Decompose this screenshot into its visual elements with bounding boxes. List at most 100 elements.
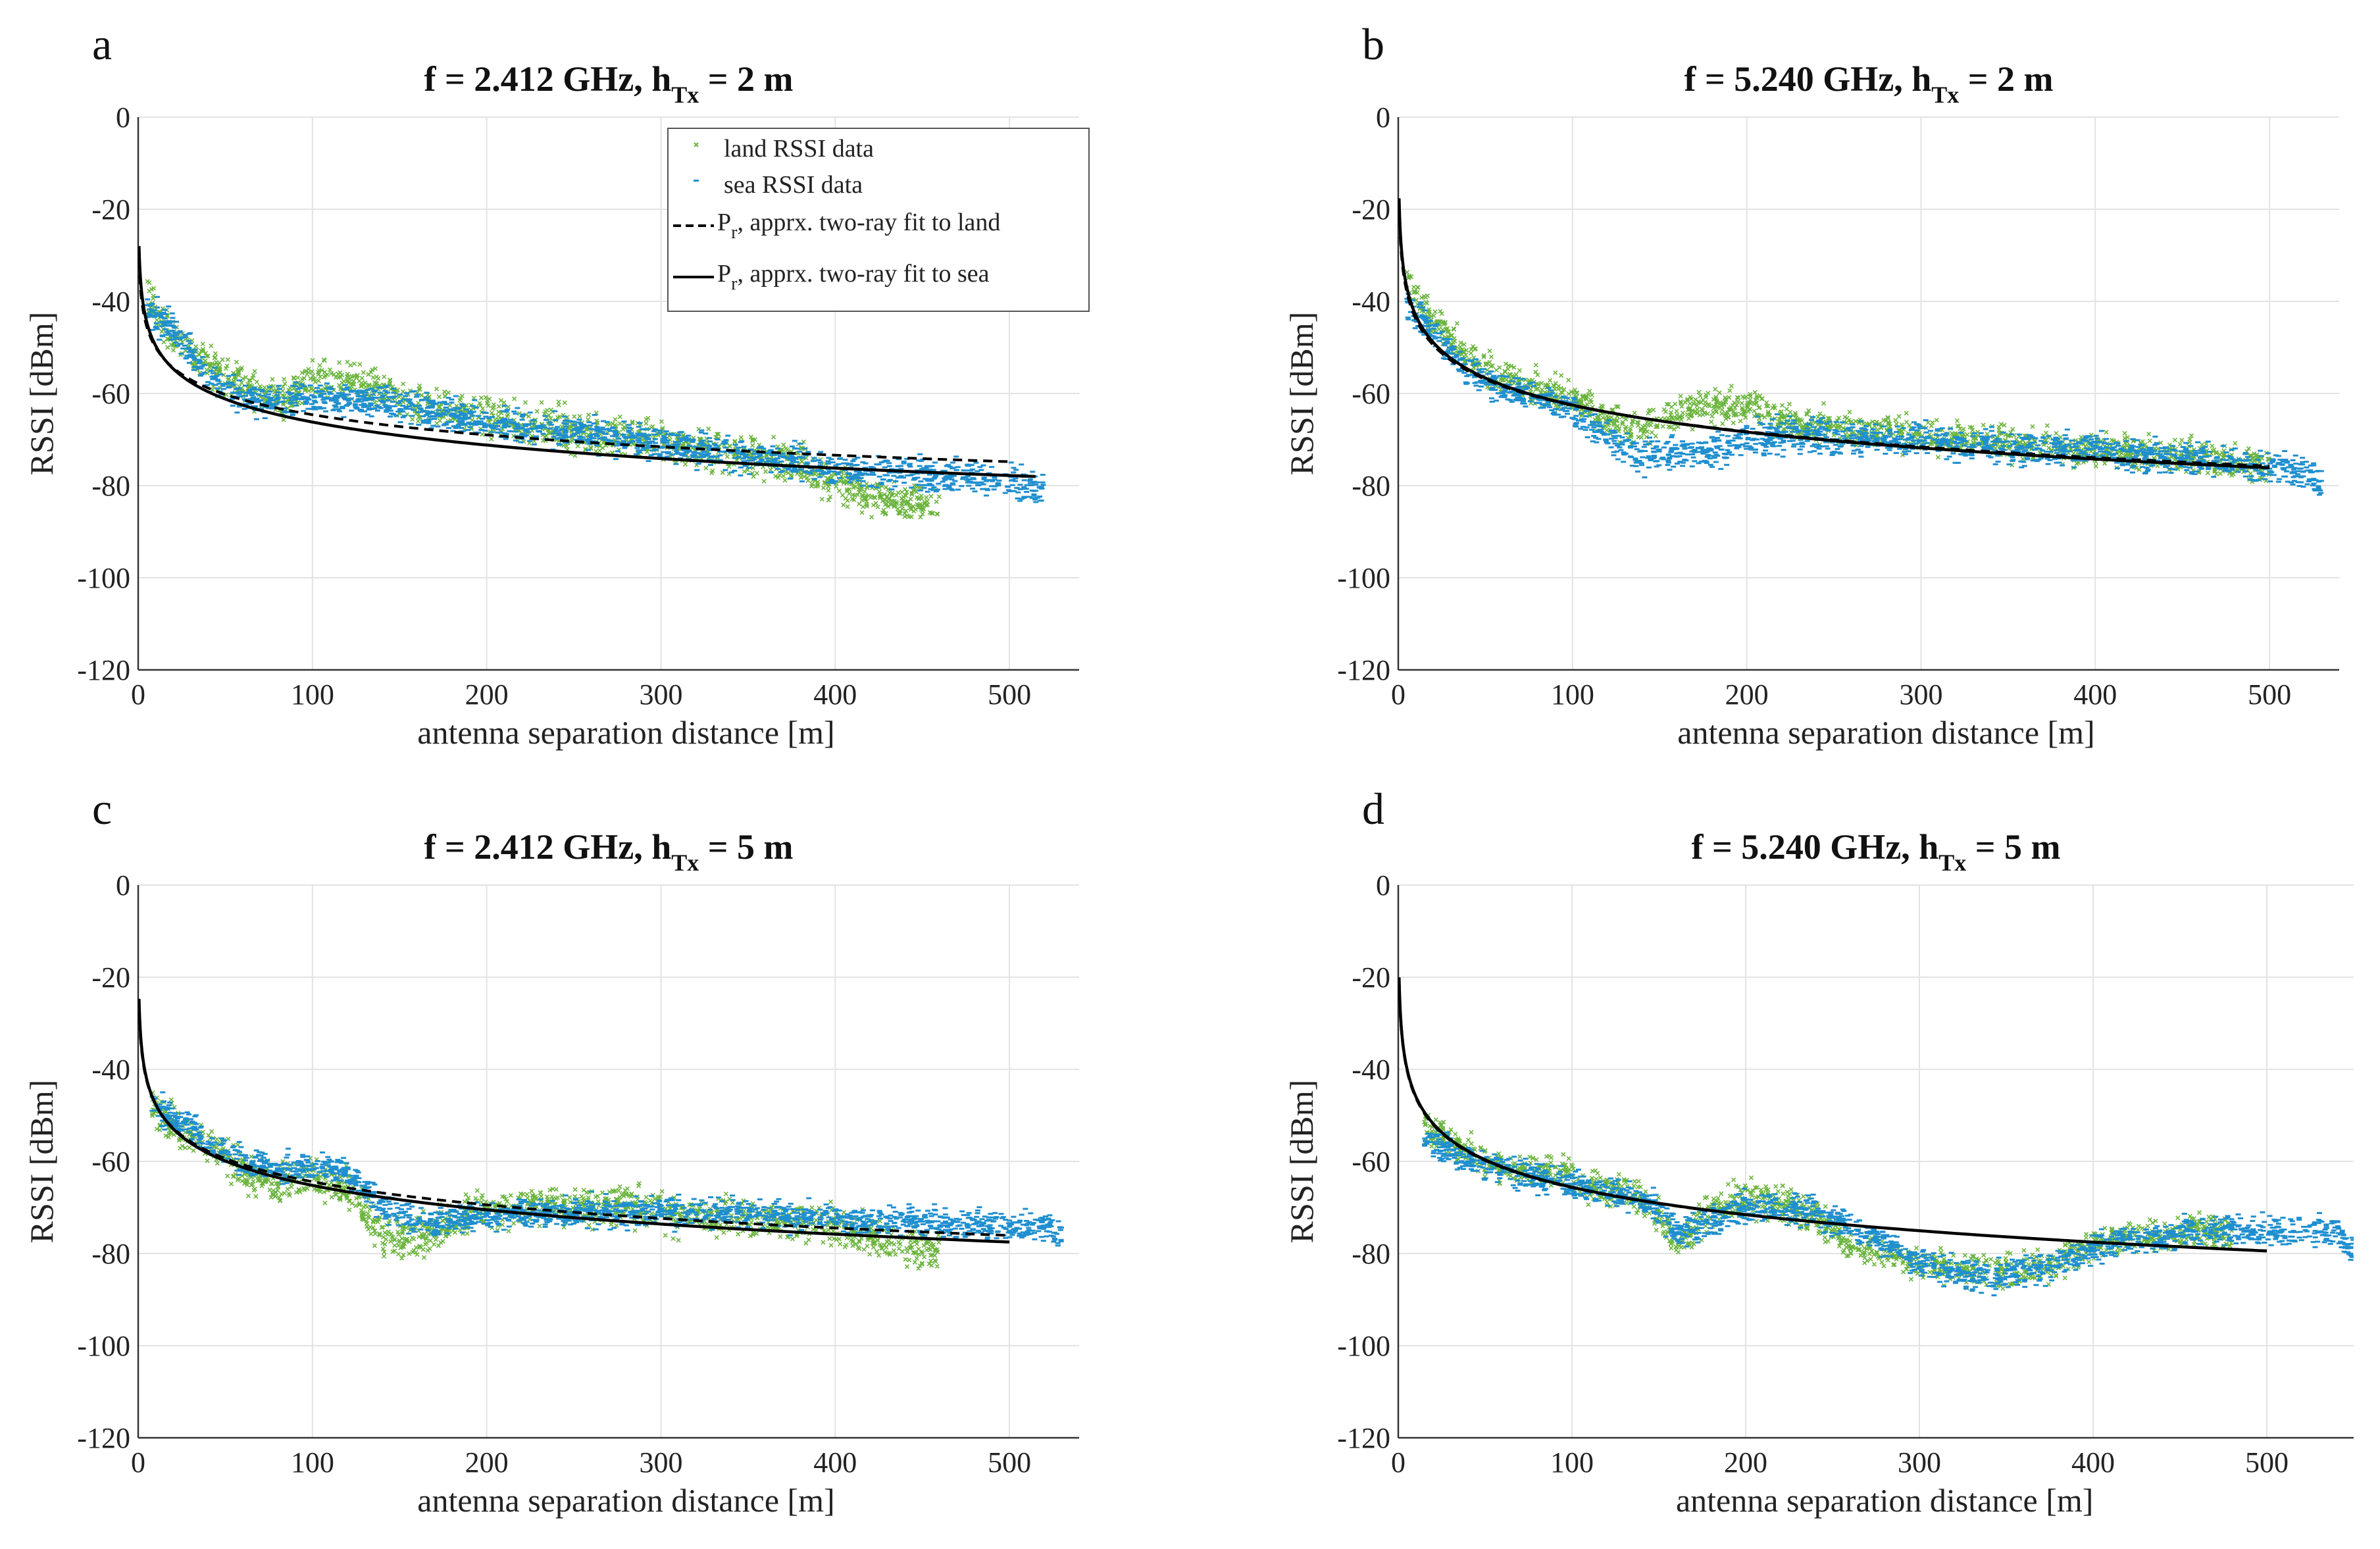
- land-data-point: [772, 435, 776, 439]
- land-data-point: [1588, 389, 1592, 393]
- land-rssi-series: [145, 280, 941, 519]
- sea-data-point: [646, 428, 651, 430]
- sea-data-point: [424, 392, 429, 394]
- sea-data-point: [818, 451, 823, 453]
- sea-data-point: [1040, 474, 1046, 476]
- sea-data-point: [1528, 400, 1533, 402]
- sea-data-point: [465, 429, 470, 431]
- sea-data-point: [530, 419, 536, 421]
- sea-data-point: [1019, 463, 1024, 465]
- sea-data-point: [610, 426, 615, 428]
- sea-data-point: [490, 426, 495, 428]
- sea-data-point: [472, 399, 477, 401]
- sea-data-point: [917, 465, 923, 467]
- sea-data-point: [778, 471, 784, 473]
- sea-data-point: [446, 427, 451, 429]
- land-data-point: [1652, 408, 1656, 412]
- sea-data-point: [158, 314, 163, 316]
- sea-data-point: [501, 418, 507, 420]
- sea-data-point: [318, 407, 323, 409]
- land-data-point: [1548, 378, 1552, 382]
- sea-data-point: [274, 394, 280, 396]
- x-tick-label: 400: [813, 678, 857, 711]
- sea-data-point: [950, 461, 955, 463]
- sea-data-point: [733, 444, 738, 445]
- sea-data-point: [2124, 440, 2129, 442]
- sea-data-point: [942, 479, 948, 481]
- sea-data-point: [657, 432, 663, 434]
- sea-data-point: [882, 474, 888, 476]
- sea-data-point: [174, 321, 179, 323]
- sea-data-point: [474, 407, 479, 409]
- sea-data-point: [1037, 486, 1042, 488]
- land-data-point: [358, 363, 362, 367]
- sea-data-point: [1466, 374, 1471, 376]
- sea-data-point: [1914, 452, 1919, 454]
- sea-data-point: [676, 444, 681, 445]
- sea-data-point: [424, 399, 430, 401]
- sea-data-point: [989, 485, 994, 487]
- land-data-point: [846, 505, 849, 509]
- sea-data-point: [254, 418, 259, 420]
- sea-data-point: [757, 461, 763, 463]
- sea-data-point: [214, 375, 219, 377]
- sea-data-point: [557, 432, 562, 434]
- land-data-point: [2148, 439, 2152, 443]
- sea-data-point: [1015, 497, 1020, 499]
- sea-data-point: [892, 486, 898, 488]
- sea-data-point: [647, 442, 652, 444]
- sea-data-point: [276, 397, 281, 399]
- sea-data-point: [965, 482, 971, 484]
- sea-data-point: [738, 441, 744, 443]
- sea-data-point: [1013, 480, 1018, 482]
- sea-data-point: [215, 388, 220, 390]
- sea-data-point: [437, 413, 442, 415]
- sea-data-point: [1011, 467, 1016, 469]
- sea-data-point: [368, 404, 374, 406]
- land-data-point: [481, 407, 485, 411]
- sea-data-point: [807, 472, 813, 474]
- sea-data-point: [819, 473, 824, 475]
- sea-data-point: [715, 456, 720, 458]
- sea-data-point: [775, 447, 780, 449]
- land-data-point: [618, 422, 622, 426]
- sea-data-point: [927, 465, 932, 467]
- sea-data-point: [473, 420, 478, 422]
- land-data-point: [382, 375, 386, 379]
- sea-data-point: [1003, 492, 1008, 494]
- sea-data-point: [984, 480, 989, 482]
- sea-data-point: [700, 440, 705, 442]
- sea-data-point: [356, 398, 361, 400]
- sea-data-point: [871, 474, 876, 476]
- sea-data-point: [163, 320, 168, 322]
- sea-data-point: [831, 470, 836, 472]
- sea-data-point: [940, 480, 946, 482]
- land-data-point: [270, 377, 274, 381]
- sea-data-point: [1009, 461, 1014, 463]
- sea-data-point: [1954, 445, 1960, 447]
- sea-data-point: [749, 459, 755, 461]
- sea-data-point: [308, 384, 313, 386]
- sea-data-point: [965, 479, 970, 481]
- sea-data-point: [1781, 455, 1786, 457]
- sea-data-point: [356, 395, 361, 397]
- sea-data-point: [653, 438, 658, 440]
- sea-data-point: [1025, 484, 1030, 486]
- sea-data-point: [342, 397, 347, 399]
- sea-data-point: [922, 468, 927, 470]
- sea-data-point: [916, 459, 921, 461]
- sea-data-point: [709, 455, 715, 457]
- sea-data-point: [443, 407, 449, 409]
- land-data-point: [576, 444, 580, 448]
- sea-data-point: [992, 488, 997, 490]
- sea-data-point: [620, 434, 626, 436]
- sea-data-point: [263, 417, 268, 419]
- sea-data-point: [329, 398, 334, 400]
- sea-data-point: [646, 460, 651, 462]
- sea-data-point: [226, 375, 232, 377]
- sea-data-point: [387, 407, 392, 409]
- land-data-point: [258, 384, 262, 388]
- land-data-point: [1848, 410, 1852, 414]
- sea-data-point: [869, 485, 874, 487]
- sea-data-point: [682, 455, 687, 457]
